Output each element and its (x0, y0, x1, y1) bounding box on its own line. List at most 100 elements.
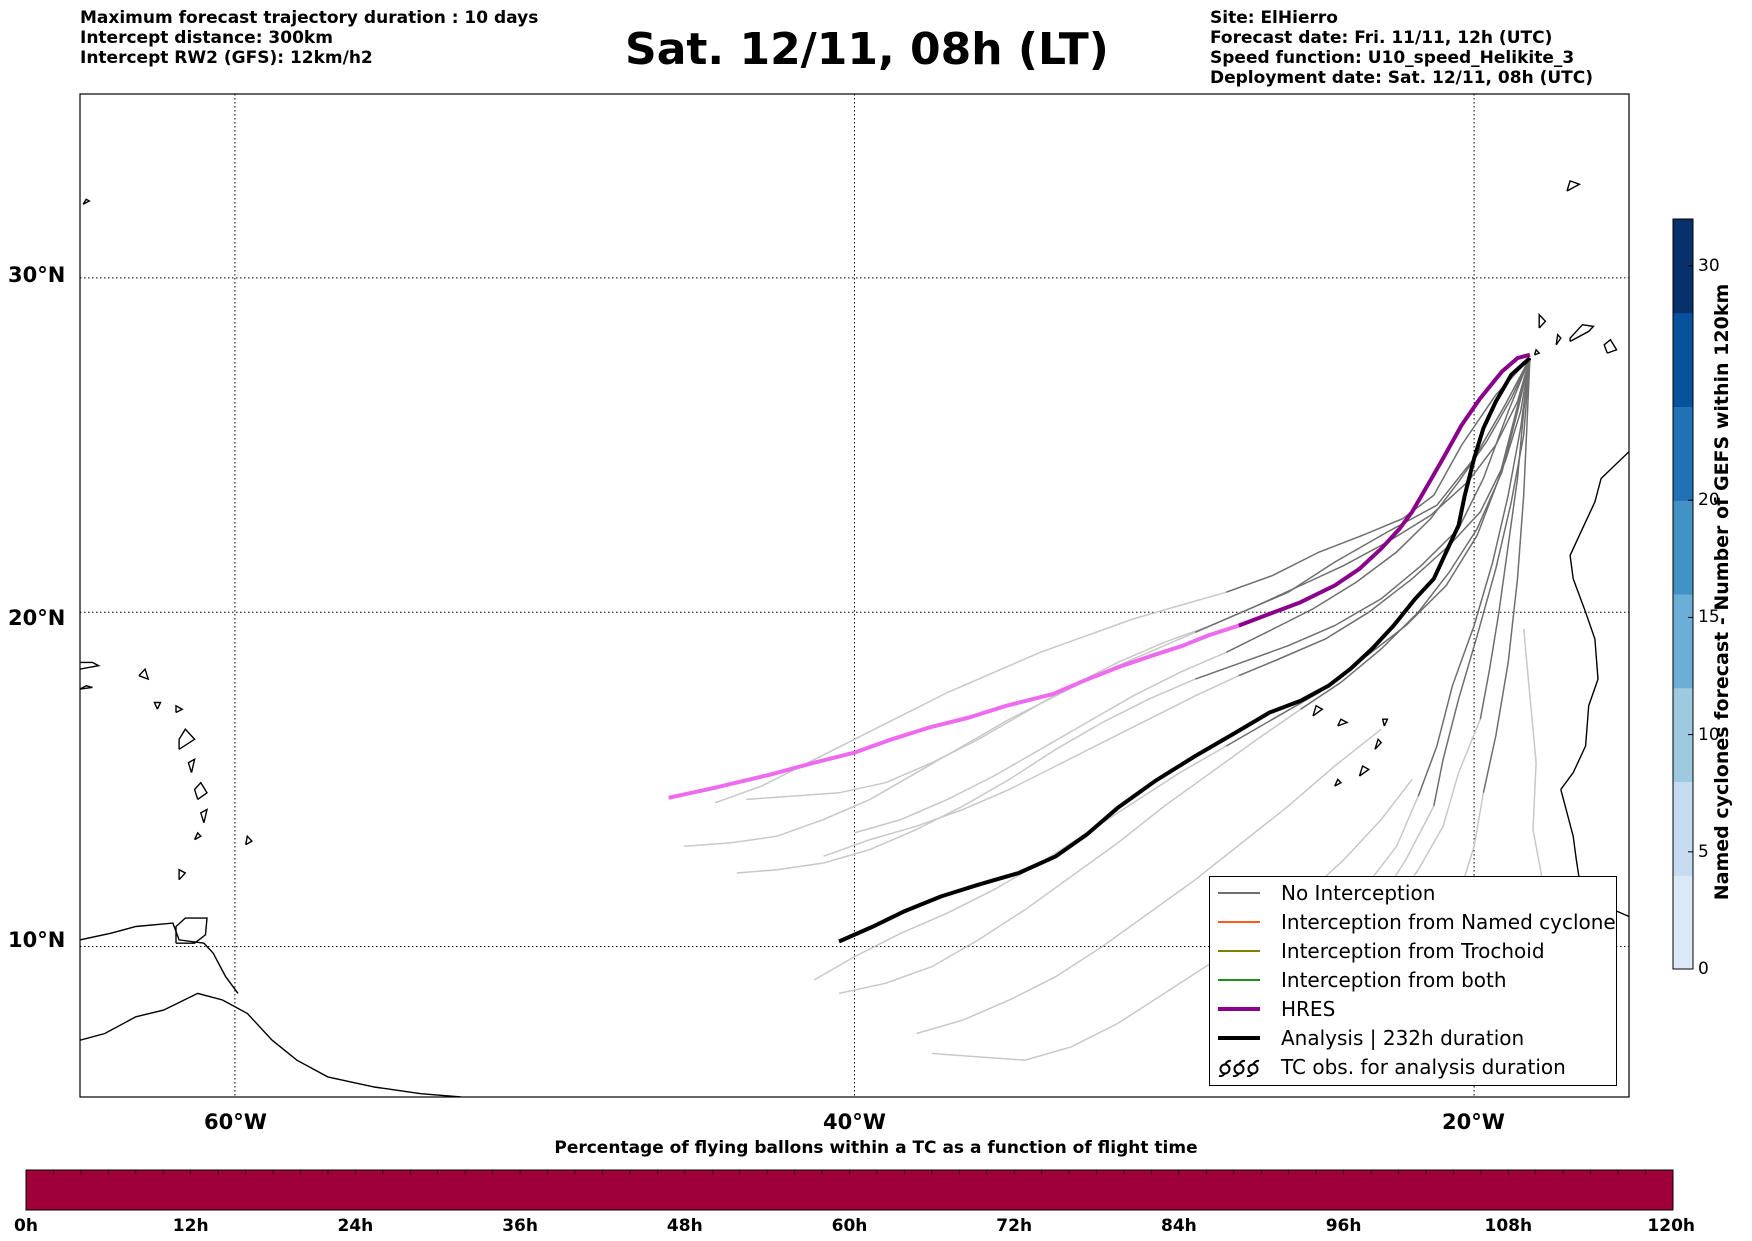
colorbar-segment (1673, 406, 1693, 501)
header-left-line: Intercept RW2 (GFS): 12km/h2 (80, 48, 373, 68)
coastline (1538, 312, 1547, 329)
legend-entry-analysis: Analysis | 232h duration (1218, 1026, 1608, 1050)
header-right-line: Forecast date: Fri. 11/11, 12h (UTC) (1210, 28, 1553, 48)
coastline (1381, 718, 1389, 727)
header-left-line: Intercept distance: 300km (80, 28, 333, 48)
legend-label: Interception from Named cyclone (1281, 910, 1616, 934)
legend-swatch (1218, 1007, 1260, 1011)
timebar-title: Percentage of flying ballons within a TC… (554, 1138, 1198, 1158)
ensemble-track-no-interception (1225, 357, 1531, 747)
coastline (1603, 338, 1618, 354)
coastline (1560, 451, 1629, 790)
coastline (199, 808, 209, 824)
ensemble-track-no-interception (1433, 358, 1531, 807)
colorbar-segment (1673, 500, 1693, 595)
legend-swatch (1218, 1036, 1260, 1040)
lon-label-40w: 40°W (823, 1110, 886, 1134)
coastline (178, 868, 187, 881)
ensemble-track-no-interception (1195, 357, 1531, 680)
ensemble-tracks-no-interception (1195, 357, 1531, 807)
coastline (1374, 737, 1383, 750)
colorbar-tick-label: 30 (1698, 255, 1720, 276)
coastline (153, 701, 162, 710)
coastline (1312, 704, 1324, 717)
legend-swatch (1218, 979, 1260, 981)
colorbar-tick-label: 5 (1698, 841, 1709, 862)
ensemble-track-no-interception (1256, 357, 1531, 607)
ensemble-track-light (813, 745, 1227, 981)
coastline (175, 917, 208, 944)
coastline (175, 704, 184, 714)
legend-entry-hres: HRES (1218, 997, 1608, 1021)
ensemble-track-light (746, 604, 1258, 801)
ensemble-track-light (1522, 628, 1544, 880)
lon-label-60w: 60°W (204, 1110, 267, 1134)
coastline (80, 661, 101, 670)
analysis-track (838, 356, 1532, 944)
timebar-tick-label: 72h (996, 1216, 1033, 1236)
coastline (80, 922, 239, 994)
legend-label: HRES (1281, 997, 1336, 1021)
coastline (80, 992, 462, 1097)
hres-line-near (1237, 352, 1531, 628)
legend-label: Analysis | 232h duration (1281, 1026, 1525, 1050)
coastline (80, 685, 93, 690)
colorbar-segment (1673, 781, 1693, 876)
timebar-tick-label: 36h (502, 1216, 538, 1236)
timebar-tick-label: 48h (666, 1216, 703, 1236)
ensemble-track-no-interception (1225, 357, 1531, 653)
legend-entry-trochoid: Interception from Trochoid (1218, 939, 1608, 963)
legend-swatch (1218, 921, 1260, 923)
header-left-line: Maximum forecast trajectory duration : 1… (80, 8, 539, 28)
coastline (178, 728, 196, 750)
lon-label-20w: 20°W (1442, 1110, 1505, 1134)
legend-label: No Interception (1281, 881, 1436, 905)
legend-label: Interception from Trochoid (1281, 939, 1545, 963)
colorbar-segment (1673, 875, 1693, 970)
header-left: Maximum forecast trajectory duration : 1… (80, 8, 538, 68)
colorbar-segment (1673, 687, 1693, 782)
colorbar-tick-label: 0 (1698, 959, 1709, 979)
lat-label-10n: 10°N (8, 928, 66, 952)
ensemble-track-no-interception (1238, 357, 1531, 677)
ensemble-track-no-interception (1482, 358, 1531, 793)
timebar-tick-label: 12h (172, 1216, 209, 1236)
analysis-line (838, 356, 1532, 944)
coastline (1569, 323, 1595, 343)
ensemble-track-light (714, 591, 1227, 804)
ensemble-track-no-interception (1300, 357, 1531, 710)
ensemble-track-light (916, 728, 1382, 1035)
map-legend: No Interception Interception from Named … (1209, 876, 1617, 1086)
legend-entry-named-cyclone: Interception from Named cyclone (1218, 910, 1616, 934)
header-right-line: Speed function: U10_speed_Helikite_3 (1210, 48, 1575, 68)
colorbar-segment (1673, 594, 1693, 689)
timebar-tick-label: 24h (337, 1216, 374, 1236)
colorbar-tick-label: 15 (1698, 607, 1720, 628)
timebar-tick-label: 60h (831, 1216, 868, 1236)
tc-symbol-icon (1218, 1059, 1260, 1077)
ensemble-track-no-interception (1226, 357, 1531, 593)
ensemble-track-no-interception (1479, 358, 1531, 720)
page-title: Sat. 12/11, 08h (LT) (625, 24, 1109, 75)
ensemble-track-light (684, 631, 1196, 848)
timebar-tick-label: 84h (1161, 1216, 1197, 1236)
hres-track (668, 352, 1531, 800)
legend-label: Interception from both (1281, 968, 1507, 992)
grid-lines (80, 94, 1629, 1097)
ensemble-track-light (854, 651, 1227, 834)
ensemble-track-no-interception (1417, 358, 1531, 797)
coastline (1334, 778, 1343, 787)
coastline (82, 198, 91, 205)
coastline (245, 834, 254, 846)
coastline (1566, 179, 1582, 192)
coastline (193, 831, 202, 841)
timebar-tick-label: 96h (1325, 1216, 1362, 1236)
coastline (138, 667, 150, 681)
header-right: Site: ElHierro Forecast date: Fri. 11/11… (1210, 8, 1593, 88)
time-percentage-bar (25, 1169, 1674, 1211)
timebar-fill (25, 1169, 1674, 1211)
coastline (1358, 764, 1371, 777)
lat-label-20n: 20°N (8, 606, 66, 630)
colorbar-label-text: Named cyclones forecast - Number of GEFS… (1711, 283, 1733, 901)
map-frame (79, 93, 1630, 1098)
